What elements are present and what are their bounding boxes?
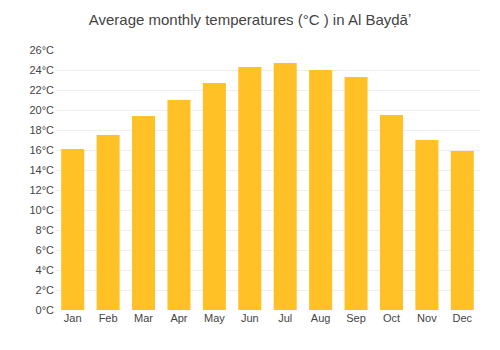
svg-text:Average monthly temperatures (: Average monthly temperatures (°C ) in Al… [89,11,412,28]
svg-text:Nov: Nov [417,312,437,324]
svg-text:Oct: Oct [383,312,400,324]
svg-text:4°C: 4°C [36,264,55,276]
svg-text:8°C: 8°C [36,224,55,236]
svg-text:26°C: 26°C [29,44,54,56]
svg-text:10°C: 10°C [29,204,54,216]
svg-text:6°C: 6°C [36,244,55,256]
svg-text:Aug: Aug [311,312,331,324]
svg-text:24°C: 24°C [29,64,54,76]
svg-text:Apr: Apr [170,312,187,324]
svg-text:22°C: 22°C [29,84,54,96]
svg-text:20°C: 20°C [29,104,54,116]
svg-text:Jul: Jul [278,312,292,324]
svg-text:Sep: Sep [346,312,366,324]
svg-text:May: May [204,312,225,324]
svg-text:0°C: 0°C [36,304,55,316]
svg-text:Mar: Mar [134,312,153,324]
svg-text:12°C: 12°C [29,184,54,196]
svg-text:18°C: 18°C [29,124,54,136]
svg-text:14°C: 14°C [29,164,54,176]
svg-text:2°C: 2°C [36,284,55,296]
svg-text:Jan: Jan [64,312,82,324]
svg-text:Jun: Jun [241,312,259,324]
svg-text:Dec: Dec [453,312,473,324]
svg-text:Feb: Feb [99,312,118,324]
svg-text:16°C: 16°C [29,144,54,156]
